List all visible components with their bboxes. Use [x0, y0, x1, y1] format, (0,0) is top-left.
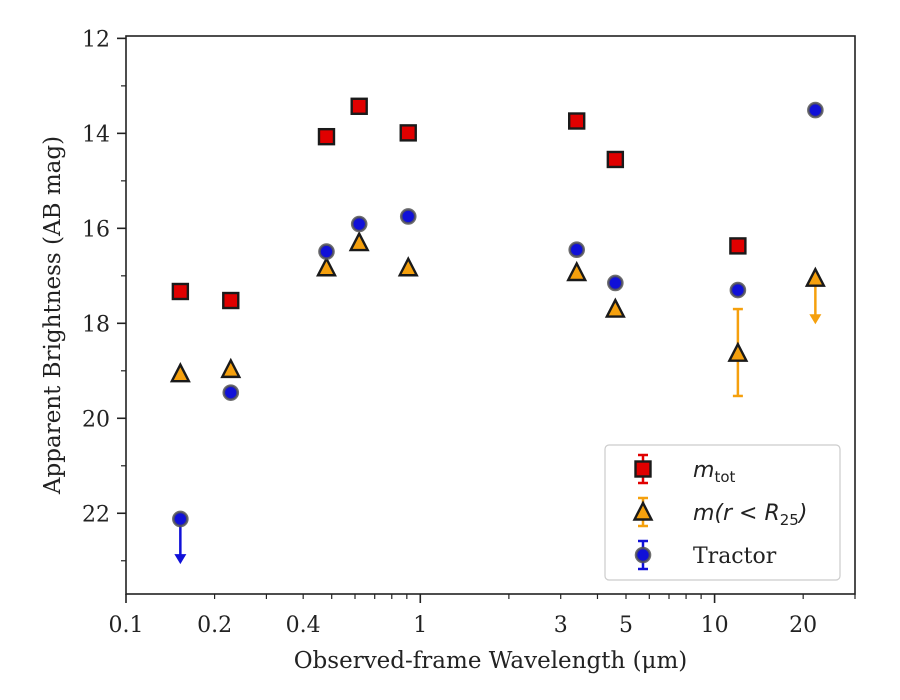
data-point-square: [171, 282, 190, 301]
data-point-circle: [807, 101, 824, 119]
data-point-square: [729, 237, 747, 255]
data-point-circle: [729, 281, 747, 299]
plot-frame: [125, 35, 856, 595]
y-tick-label: 14: [82, 122, 110, 147]
series-circle-markers: [172, 101, 824, 565]
data-point-square: [568, 112, 586, 130]
data-point-circle: [172, 510, 189, 528]
legend-label: Tractor: [693, 544, 777, 569]
data-point-triangle: [220, 357, 242, 379]
x-tick-label: 0.1: [109, 613, 144, 638]
data-point-square: [222, 291, 240, 310]
x-tick-label: 5: [619, 613, 633, 638]
x-tick-label: 20: [789, 613, 817, 638]
y-tick-label: 22: [82, 502, 110, 527]
y-tick-label: 16: [82, 217, 110, 242]
data-point-circle: [568, 241, 586, 259]
data-point-triangle: [397, 256, 419, 277]
data-point-square: [606, 150, 625, 169]
x-tick-label: 3: [554, 613, 568, 638]
legend-circle-marker: [634, 546, 652, 564]
series-square-markers: [171, 97, 747, 310]
data-markers: [169, 97, 826, 565]
x-tick-label: 0.4: [286, 613, 321, 638]
x-tick-label: 1: [413, 613, 427, 638]
legend-box: [604, 444, 841, 581]
data-point-circle: [318, 243, 335, 260]
legend-label: m(r < R25): [693, 501, 807, 529]
axis-ticks: 0.1 0.2 0.4 1 3 5 10 20 12 14 16 18 20 22: [82, 27, 856, 638]
x-axis-label: Observed-frame Wavelength (μm): [294, 648, 688, 674]
legend-triangle-marker: [632, 500, 654, 521]
data-point-circle: [399, 208, 417, 225]
upper-limit-arrowhead: [174, 554, 187, 565]
data-point-triangle: [804, 266, 826, 287]
data-point-triangle: [566, 260, 588, 282]
upper-limit-arrowhead: [809, 314, 822, 325]
x-tick-label: 0.2: [197, 613, 232, 638]
data-point-square: [350, 97, 368, 115]
series-triangle-markers: [169, 230, 826, 398]
y-tick-label: 20: [82, 407, 110, 432]
x-tick-label: 10: [701, 613, 729, 638]
y-tick-label: 18: [82, 312, 110, 337]
data-point-triangle: [604, 297, 626, 318]
data-point-triangle: [316, 256, 337, 277]
data-point-square: [399, 124, 417, 142]
data-point-circle: [350, 215, 368, 233]
data-point-triangle: [169, 362, 191, 383]
y-axis-label: Apparent Brightness (AB mag): [40, 136, 66, 495]
data-point-triangle: [727, 341, 749, 362]
data-point-circle: [607, 274, 624, 292]
legend-square-marker: [634, 460, 652, 478]
data-point-triangle: [348, 230, 370, 252]
data-point-circle: [222, 384, 240, 401]
data-point-square: [317, 127, 336, 146]
y-tick-label: 12: [82, 27, 110, 52]
